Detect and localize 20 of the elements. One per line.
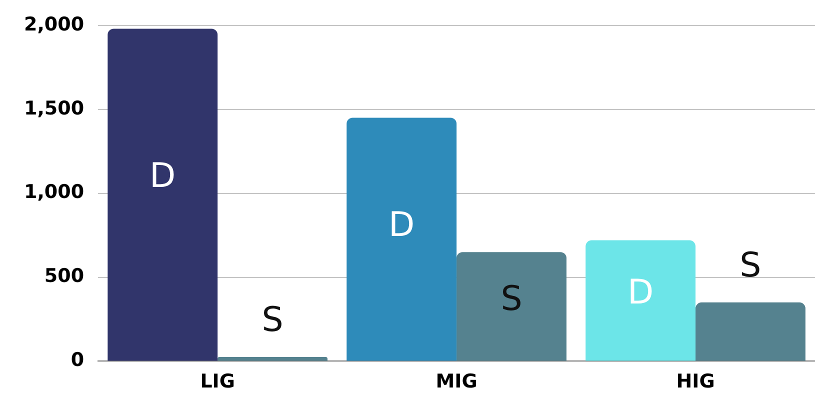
y-tick-label: 1,500 bbox=[24, 97, 84, 120]
x-tick-label: LIG bbox=[200, 370, 235, 393]
text: D bbox=[388, 204, 415, 245]
series-label: S bbox=[740, 245, 762, 286]
text: D bbox=[150, 156, 176, 196]
bar bbox=[586, 240, 696, 361]
x-tick-label: HIG bbox=[676, 370, 715, 393]
bar bbox=[346, 118, 457, 361]
bar bbox=[456, 252, 566, 361]
y-tick-label: 500 bbox=[44, 265, 84, 288]
y-tick-label: 1,000 bbox=[24, 181, 84, 204]
text: S bbox=[500, 278, 522, 319]
x-tick-label: MIG bbox=[436, 370, 478, 393]
y-tick-label: 2,000 bbox=[24, 13, 84, 36]
bar bbox=[696, 302, 806, 361]
bar bbox=[218, 357, 328, 361]
bar bbox=[108, 28, 218, 361]
series-label: D bbox=[627, 272, 654, 312]
y-tick-label: 0 bbox=[70, 349, 84, 372]
text: S bbox=[262, 300, 284, 340]
